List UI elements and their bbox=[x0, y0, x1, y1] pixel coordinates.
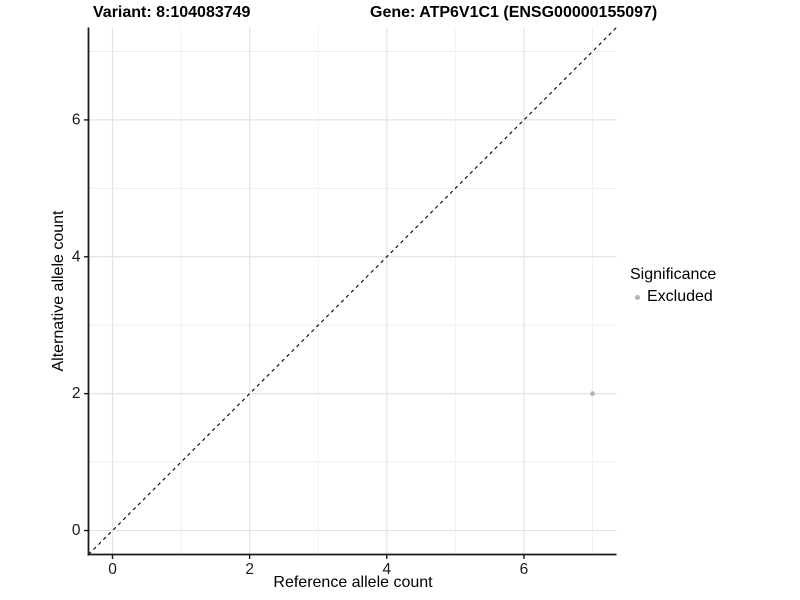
x-tick-label: 2 bbox=[245, 561, 254, 578]
y-tick-label: 0 bbox=[72, 522, 81, 539]
legend-entry-label: Excluded bbox=[647, 288, 713, 305]
y-tick-label: 2 bbox=[72, 385, 81, 402]
data-point bbox=[590, 391, 595, 397]
legend-title: Significance bbox=[630, 266, 717, 283]
legend-entry: Excluded bbox=[630, 288, 716, 306]
legend: Significance Excluded bbox=[630, 266, 716, 306]
x-tick-label: 6 bbox=[520, 561, 529, 578]
x-tick-label: 4 bbox=[382, 561, 391, 578]
y-tick-label: 6 bbox=[72, 111, 81, 128]
x-tick-label: 0 bbox=[108, 561, 117, 578]
legend-key-point-icon bbox=[635, 294, 640, 300]
gene-title: Gene: ATP6V1C1 (ENSG00000155097) bbox=[370, 4, 658, 21]
identity-line bbox=[88, 27, 617, 555]
y-tick-label: 4 bbox=[72, 248, 81, 265]
x-axis-title: Reference allele count bbox=[273, 574, 433, 591]
y-axis-title: Alternative allele count bbox=[50, 210, 67, 372]
variant-title: Variant: 8:104083749 bbox=[93, 4, 251, 21]
